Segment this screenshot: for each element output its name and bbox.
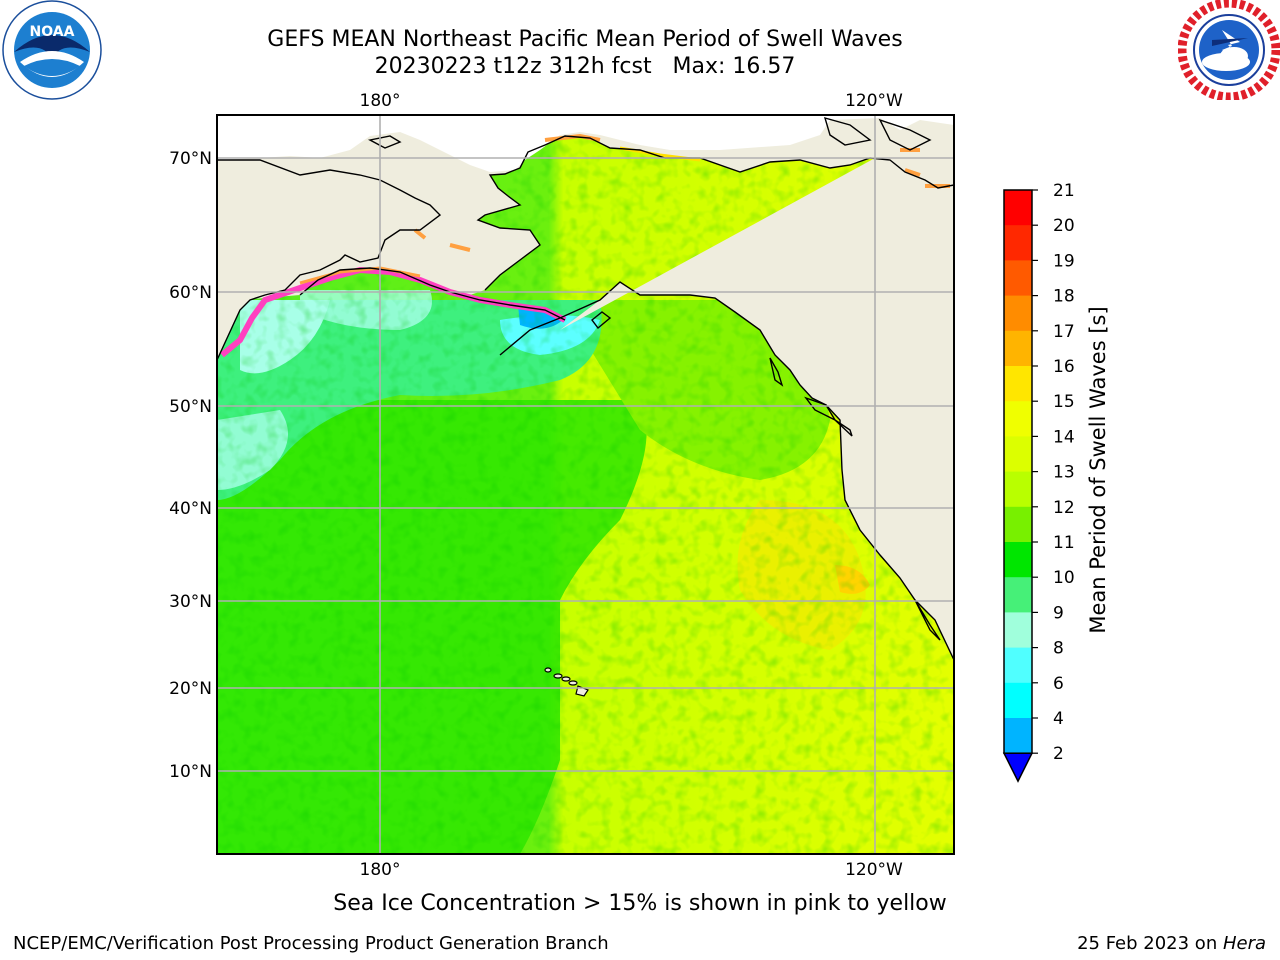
lat-label-30n: 30°N bbox=[169, 592, 212, 612]
chart-subtitle: 20230223 t12z 312h fcst Max: 16.57 bbox=[374, 54, 796, 79]
lat-label-50n: 50°N bbox=[169, 397, 212, 417]
lat-label-60n: 60°N bbox=[169, 283, 212, 303]
lon-label-bottom-180: 180° bbox=[360, 860, 401, 880]
colorbar-tick-label: 9 bbox=[1053, 603, 1064, 623]
colorbar-band bbox=[1004, 471, 1032, 508]
colorbar-band bbox=[1004, 366, 1032, 402]
hawaii-islands bbox=[544, 667, 589, 697]
footer-date: 25 Feb 2023 on Hera bbox=[1077, 933, 1266, 954]
colorbar-tick-label: 21 bbox=[1053, 181, 1075, 201]
land-north bbox=[217, 115, 954, 320]
colorbar-tick-label: 15 bbox=[1053, 392, 1075, 412]
colorbar-tick-label: 19 bbox=[1053, 251, 1075, 271]
colorbar-band bbox=[1004, 612, 1032, 649]
coastlines bbox=[217, 116, 954, 661]
colorbar-band bbox=[1004, 647, 1032, 684]
colorbar-band bbox=[1004, 718, 1032, 754]
colorbar-tick-label: 10 bbox=[1053, 568, 1075, 588]
lon-label-bottom-120w: 120°W bbox=[845, 860, 903, 880]
colorbar-tick-label: 18 bbox=[1053, 287, 1075, 307]
colorbar-tick-label: 20 bbox=[1053, 216, 1075, 236]
footer-credit: NCEP/EMC/Verification Post Processing Pr… bbox=[13, 933, 609, 954]
sea-ice-note: Sea Ice Concentration > 15% is shown in … bbox=[333, 891, 947, 916]
graticule bbox=[217, 115, 954, 854]
lat-label-40n: 40°N bbox=[169, 499, 212, 519]
nws-logo bbox=[1178, 0, 1280, 100]
colorbar-tick-label: 13 bbox=[1053, 463, 1075, 483]
lon-label-top-120w: 120°W bbox=[845, 91, 903, 111]
colorbar-tick-label: 12 bbox=[1053, 498, 1075, 518]
colorbar-tick-label: 8 bbox=[1053, 639, 1064, 659]
noaa-logo: NOAA bbox=[2, 0, 102, 100]
lon-label-top-180: 180° bbox=[360, 91, 401, 111]
colorbar-label: Mean Period of Swell Waves [s] bbox=[1086, 306, 1110, 634]
footer-machine: Hera bbox=[1222, 933, 1266, 954]
colorbar-band bbox=[1004, 330, 1032, 367]
noaa-logo-text: NOAA bbox=[30, 24, 75, 40]
colorbar-tick-label: 16 bbox=[1053, 357, 1075, 377]
colorbar-tick-label: 6 bbox=[1053, 674, 1064, 694]
colorbar-band bbox=[1004, 401, 1032, 437]
colorbar-band bbox=[1004, 436, 1032, 473]
colorbar-tick-label: 2 bbox=[1053, 744, 1064, 764]
lat-label-20n: 20°N bbox=[169, 679, 212, 699]
colorbar-band bbox=[1004, 260, 1032, 297]
colorbar-under-arrow bbox=[1002, 752, 1034, 783]
colorbar-band bbox=[1004, 190, 1032, 226]
chart-title: GEFS MEAN Northeast Pacific Mean Period … bbox=[267, 27, 903, 52]
colorbar-band bbox=[1004, 225, 1032, 261]
colorbar-tick-label: 17 bbox=[1053, 322, 1075, 342]
map-frame bbox=[216, 114, 955, 855]
colorbar-band bbox=[1004, 542, 1032, 578]
colorbar-tick-label: 14 bbox=[1053, 427, 1075, 447]
land-north-america bbox=[560, 115, 954, 660]
colorbar-band bbox=[1004, 295, 1032, 332]
lat-label-70n: 70°N bbox=[169, 149, 212, 169]
land-siberia bbox=[217, 160, 440, 360]
lat-label-10n: 10°N bbox=[169, 762, 212, 782]
colorbar-tick-label: 11 bbox=[1053, 533, 1075, 553]
footer-date-text: 25 Feb 2023 on bbox=[1077, 933, 1223, 954]
colorbar-band bbox=[1004, 577, 1032, 613]
colorbar-band bbox=[1004, 506, 1032, 543]
colorbar: 21 20 19 18 17 16 15 14 13 12 11 10 9 8 6 4 2 bbox=[1002, 181, 1075, 783]
map-panel bbox=[217, 115, 954, 854]
colorbar-band bbox=[1004, 682, 1032, 719]
colorbar-tick-label: 4 bbox=[1053, 709, 1064, 729]
arctic-white bbox=[217, 115, 954, 172]
